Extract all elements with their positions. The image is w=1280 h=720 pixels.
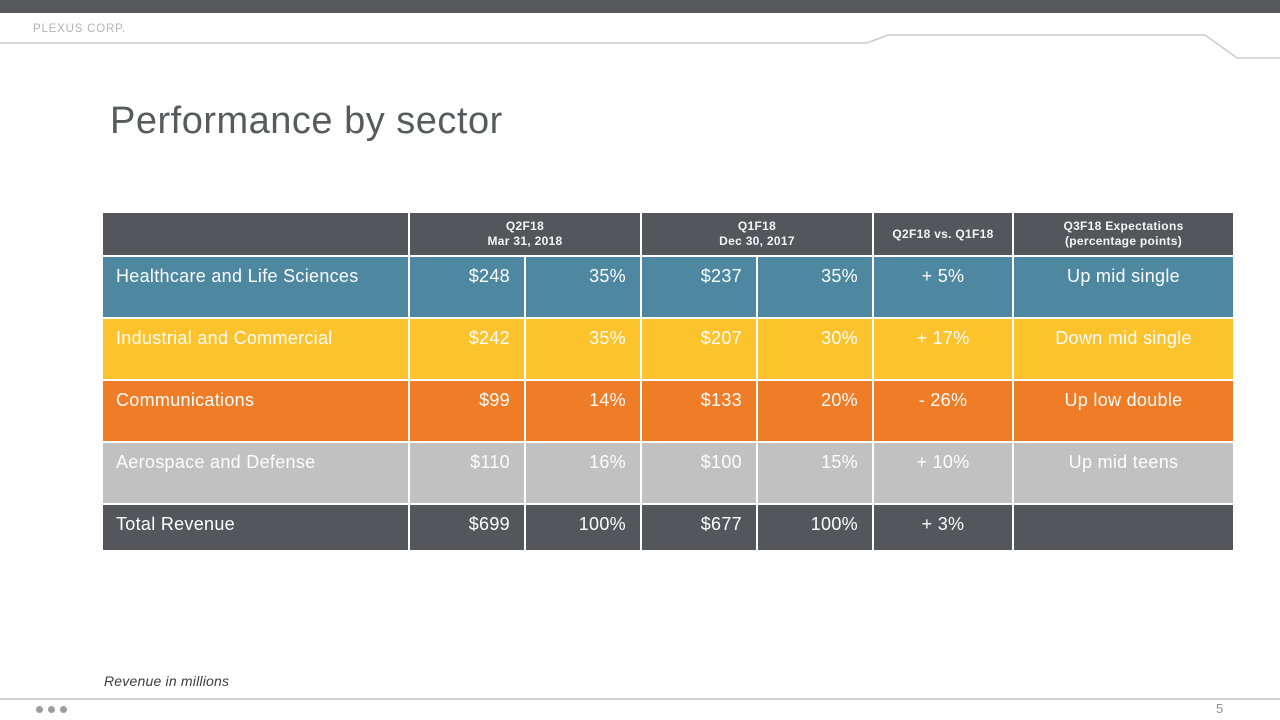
header-q1f18-line2: Dec 30, 2017 bbox=[719, 234, 795, 248]
q1-revenue-cell: $677 bbox=[642, 505, 756, 550]
row-label: Aerospace and Defense bbox=[103, 443, 408, 503]
performance-table: Q2F18 Mar 31, 2018 Q1F18 Dec 30, 2017 Q2… bbox=[103, 213, 1234, 550]
dot-icon bbox=[60, 706, 67, 713]
top-accent-bar bbox=[0, 0, 1280, 13]
q2-revenue-cell: $242 bbox=[410, 319, 524, 379]
dot-icon bbox=[48, 706, 55, 713]
expectation-cell: Up mid single bbox=[1014, 257, 1233, 317]
row-label: Industrial and Commercial bbox=[103, 319, 408, 379]
vs-change-cell: - 26% bbox=[874, 381, 1012, 441]
expectation-cell: Up low double bbox=[1014, 381, 1233, 441]
table-row-communications: Communications $99 14% $133 20% - 26% Up… bbox=[103, 381, 1234, 441]
q2-revenue-cell: $699 bbox=[410, 505, 524, 550]
footer-dots bbox=[36, 706, 67, 713]
vs-change-cell: + 5% bbox=[874, 257, 1012, 317]
header-q1f18-line1: Q1F18 bbox=[737, 219, 777, 233]
q1-percent-cell: 30% bbox=[758, 319, 872, 379]
q2-percent-cell: 35% bbox=[526, 319, 640, 379]
row-label: Communications bbox=[103, 381, 408, 441]
q2-revenue-cell: $99 bbox=[410, 381, 524, 441]
q1-revenue-cell: $100 bbox=[642, 443, 756, 503]
page-title: Performance by sector bbox=[110, 100, 503, 142]
q2-percent-cell: 14% bbox=[526, 381, 640, 441]
table-row-aerospace: Aerospace and Defense $110 16% $100 15% … bbox=[103, 443, 1234, 503]
row-label: Healthcare and Life Sciences bbox=[103, 257, 408, 317]
table-row-industrial: Industrial and Commercial $242 35% $207 … bbox=[103, 319, 1234, 379]
header-expectations-line2: (percentage points) bbox=[1064, 234, 1183, 248]
q1-revenue-cell: $133 bbox=[642, 381, 756, 441]
header-q3f18-expectations: Q3F18 Expectations (percentage points) bbox=[1014, 213, 1233, 255]
table-header-row: Q2F18 Mar 31, 2018 Q1F18 Dec 30, 2017 Q2… bbox=[103, 213, 1234, 255]
q1-percent-cell: 100% bbox=[758, 505, 872, 550]
q1-percent-cell: 20% bbox=[758, 381, 872, 441]
header-q1f18: Q1F18 Dec 30, 2017 bbox=[642, 213, 872, 255]
vs-change-cell: + 10% bbox=[874, 443, 1012, 503]
q1-revenue-cell: $237 bbox=[642, 257, 756, 317]
q2-revenue-cell: $110 bbox=[410, 443, 524, 503]
expectation-cell: Down mid single bbox=[1014, 319, 1233, 379]
header-q2f18-line1: Q2F18 bbox=[505, 219, 545, 233]
revenue-footnote: Revenue in millions bbox=[104, 673, 230, 689]
table-row-total-revenue: Total Revenue $699 100% $677 100% + 3% bbox=[103, 505, 1234, 550]
header-q2-vs-q1-line1: Q2F18 vs. Q1F18 bbox=[892, 226, 994, 241]
dot-icon bbox=[36, 706, 43, 713]
expectation-cell bbox=[1014, 505, 1233, 550]
header-expectations-line1: Q3F18 Expectations bbox=[1063, 219, 1184, 233]
q1-percent-cell: 15% bbox=[758, 443, 872, 503]
q2-revenue-cell: $248 bbox=[410, 257, 524, 317]
row-label: Total Revenue bbox=[103, 505, 408, 550]
page-number: 5 bbox=[1216, 701, 1224, 716]
q1-revenue-cell: $207 bbox=[642, 319, 756, 379]
q2-percent-cell: 35% bbox=[526, 257, 640, 317]
footer-rule bbox=[0, 698, 1280, 700]
table-row-healthcare: Healthcare and Life Sciences $248 35% $2… bbox=[103, 257, 1234, 317]
vs-change-cell: + 3% bbox=[874, 505, 1012, 550]
company-logo: PLEXUS CORP. bbox=[33, 23, 127, 35]
header-q2-vs-q1: Q2F18 vs. Q1F18 bbox=[874, 213, 1012, 255]
header-q2f18: Q2F18 Mar 31, 2018 bbox=[410, 213, 640, 255]
expectation-cell: Up mid teens bbox=[1014, 443, 1233, 503]
q2-percent-cell: 16% bbox=[526, 443, 640, 503]
vs-change-cell: + 17% bbox=[874, 319, 1012, 379]
header-blank-cell bbox=[103, 213, 408, 255]
header-q2f18-line2: Mar 31, 2018 bbox=[487, 234, 563, 248]
q2-percent-cell: 100% bbox=[526, 505, 640, 550]
q1-percent-cell: 35% bbox=[758, 257, 872, 317]
